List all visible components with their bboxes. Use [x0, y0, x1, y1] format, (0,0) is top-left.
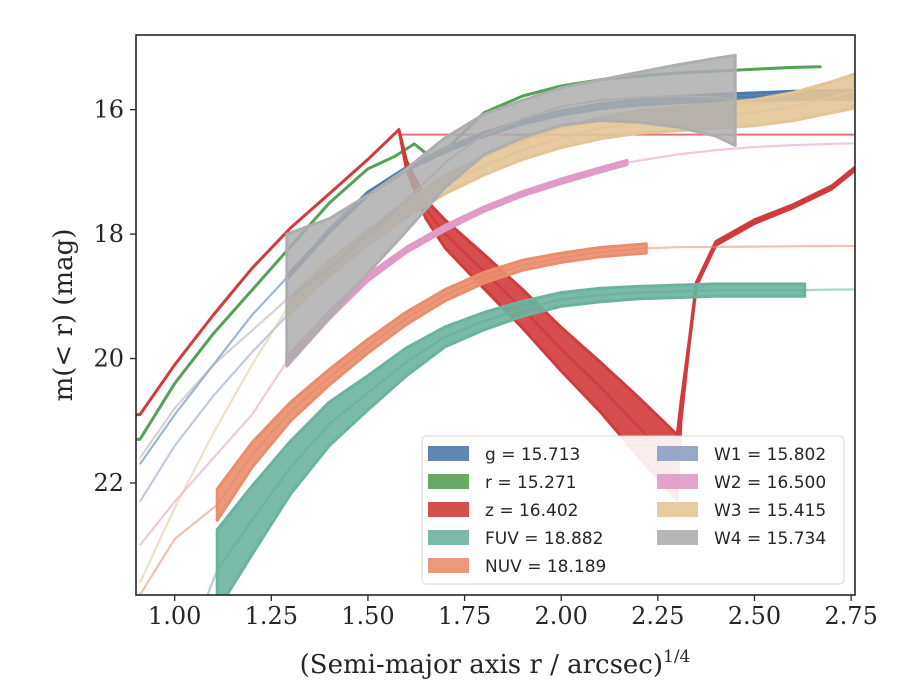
x-axis-label: (Semi-major axis r / arcsec)1/4	[300, 647, 691, 680]
series-FUV	[206, 282, 855, 595]
x-axis-label-exponent: 1/4	[663, 647, 690, 667]
series-line	[216, 289, 805, 571]
legend-label-g: g = 15.713	[485, 445, 580, 465]
x-tick-label: 2.75	[824, 602, 877, 630]
legend-label-W3: W3 = 15.415	[714, 501, 826, 521]
y-axis-ticks: 16 18 20 22	[93, 96, 136, 497]
series-band	[285, 72, 855, 319]
x-axis-ticks: 1.00 1.25 1.50 1.75 2.00 2.25 2.50 2.75	[148, 595, 878, 630]
y-tick-label: 20	[93, 345, 124, 373]
legend-swatch-FUV	[428, 530, 469, 545]
legend-box	[421, 435, 845, 585]
y-tick-label: 22	[93, 469, 124, 497]
legend: g = 15.713 r = 15.271 z = 16.402 FUV = 18.8…	[421, 435, 845, 585]
legend-label-W4: W4 = 15.734	[714, 529, 826, 549]
legend-swatch-W1	[657, 446, 698, 461]
x-tick-label: 1.75	[438, 602, 491, 630]
series-W4	[138, 53, 737, 459]
y-axis-label: m(< r) (mag)	[49, 229, 79, 402]
series-band	[285, 53, 737, 367]
legend-swatch-W4	[657, 530, 698, 545]
x-tick-label: 2.00	[534, 602, 587, 630]
y-tick-label: 18	[93, 220, 124, 248]
series-band	[215, 282, 807, 595]
legend-label-W1: W1 = 15.802	[714, 445, 826, 465]
legend-swatch-NUV	[428, 558, 469, 573]
series-NUV	[138, 242, 855, 595]
legend-label-NUV: NUV = 18.189	[485, 557, 606, 577]
legend-swatch-g	[428, 446, 469, 461]
series-line	[216, 247, 647, 506]
series-layer	[136, 53, 855, 595]
legend-label-W2: W2 = 16.500	[714, 473, 826, 493]
x-tick-label: 1.25	[245, 602, 298, 630]
series-band	[215, 242, 648, 522]
x-tick-label: 1.50	[341, 602, 394, 630]
x-tick-label: 2.25	[631, 602, 684, 630]
x-tick-label: 2.50	[728, 602, 781, 630]
legend-label-FUV: FUV = 18.882	[485, 529, 603, 549]
legend-swatch-z	[428, 502, 469, 517]
series-line	[286, 94, 736, 301]
x-tick-label: 1.00	[148, 602, 201, 630]
legend-label-z: z = 16.402	[485, 501, 578, 521]
legend-swatch-r	[428, 474, 469, 489]
plot-frame	[135, 34, 856, 596]
legend-label-r: r = 15.271	[485, 473, 577, 493]
series-band	[285, 158, 629, 368]
y-tick-label: 16	[93, 96, 124, 124]
legend-swatch-W2	[657, 474, 698, 489]
legend-swatch-W3	[657, 502, 698, 517]
x-axis-label-text: (Semi-major axis r / arcsec)	[300, 650, 663, 680]
